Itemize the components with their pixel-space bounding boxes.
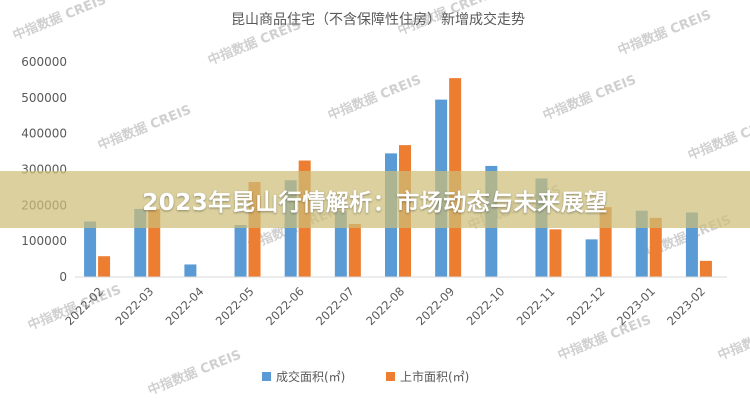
title-banner: 2023年昆山行情解析：市场动态与未来展望 — [0, 171, 750, 228]
x-tick-label: 2022-06 — [263, 284, 307, 328]
x-tick-label: 2022-11 — [514, 284, 558, 328]
bar-series-1 — [184, 264, 197, 277]
watermark-text: 中指数据 CREIS — [616, 7, 714, 59]
watermark-text: 中指数据 CREIS — [541, 72, 639, 124]
bar-series-1 — [234, 225, 247, 277]
bar-series-1 — [84, 221, 97, 277]
watermark-text: 中指数据 CREIS — [11, 0, 109, 44]
legend-swatch — [386, 372, 395, 381]
legend-label: 上市面积(㎡) — [400, 369, 469, 384]
x-tick-label: 2022-10 — [464, 284, 508, 328]
bar-series-1 — [585, 239, 598, 277]
y-tick-label: 100000 — [21, 234, 67, 248]
watermark-text: 中指数据 CREIS — [686, 112, 750, 164]
y-tick-label: 500000 — [21, 91, 67, 105]
watermark-text: 中指数据 CREIS — [96, 102, 194, 154]
bar-series-2 — [549, 229, 562, 277]
x-tick-label: 2022-04 — [163, 284, 207, 328]
y-tick-label: 400000 — [21, 127, 67, 141]
watermark-text: 中指数据 CREIS — [716, 312, 750, 364]
x-tick-label: 2022-12 — [564, 284, 608, 328]
legend-label: 成交面积(㎡) — [276, 369, 345, 384]
bar-series-2 — [248, 182, 261, 277]
y-axis: 0100000200000300000400000500000600000 — [21, 55, 67, 284]
legend: 成交面积(㎡) 上市面积(㎡) — [262, 369, 469, 384]
x-tick-label: 2022-08 — [363, 284, 407, 328]
y-tick-label: 600000 — [21, 55, 67, 69]
y-tick-label: 0 — [59, 270, 67, 284]
chart-title: 昆山商品住宅（不含保障性住房）新增成交走势 — [231, 11, 525, 28]
x-tick-label: 2022-09 — [413, 284, 457, 328]
x-tick-label: 2022-05 — [213, 284, 257, 328]
bar-series-1 — [685, 212, 698, 277]
bar-series-2 — [699, 260, 712, 277]
bar-series-2 — [649, 217, 662, 277]
legend-swatch — [262, 372, 271, 381]
x-tick-label: 2022-07 — [313, 284, 357, 328]
x-tick-label: 2023-02 — [664, 284, 708, 328]
banner-title: 2023年昆山行情解析：市场动态与未来展望 — [142, 189, 608, 216]
watermark-text: 中指数据 CREIS — [326, 72, 424, 124]
bar-series-2 — [98, 256, 111, 277]
bar-series-2 — [348, 223, 361, 277]
x-axis: 2022-02 2022-03 2022-04 2022-05 2022-06 2022-… — [62, 284, 708, 328]
watermark-text: 中指数据 CREIS — [146, 347, 244, 399]
